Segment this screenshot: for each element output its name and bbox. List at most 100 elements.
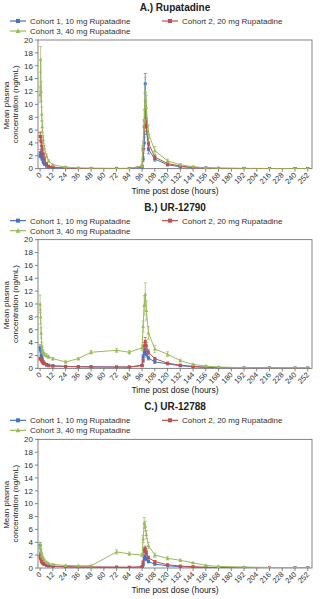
x-tick: [180, 568, 181, 571]
x-tick: [129, 568, 130, 571]
marker-triangle: [191, 362, 195, 365]
error-bar: [153, 357, 156, 360]
marker-square: [51, 365, 54, 368]
marker-triangle: [77, 357, 81, 360]
marker-triangle: [39, 89, 43, 92]
marker-square: [141, 566, 144, 568]
legend-item: Cohort 3, 40 mg Rupatadine: [10, 227, 131, 236]
legend-marker: [168, 219, 172, 223]
marker-triangle: [38, 544, 42, 547]
error-bar: [45, 163, 48, 165]
error-bar: [147, 560, 150, 563]
marker-triangle: [306, 366, 310, 368]
x-tick: [231, 169, 232, 172]
y-tick-label: 6: [29, 326, 34, 335]
marker-square: [153, 156, 156, 159]
error-bar: [145, 301, 148, 320]
y-tick: [35, 490, 38, 491]
x-tick: [142, 368, 143, 371]
marker-triangle: [306, 166, 310, 168]
marker-triangle: [178, 359, 182, 362]
x-tick: [142, 568, 143, 571]
marker-square: [128, 566, 131, 568]
legend-item: Cohort 1, 10 mg Rupatadine: [10, 17, 131, 26]
series: [39, 543, 310, 568]
error-bar: [142, 561, 145, 563]
error-bar: [145, 343, 148, 349]
x-tick: [231, 368, 232, 371]
marker-square: [294, 566, 297, 568]
error-bar: [115, 366, 118, 367]
marker-square: [147, 560, 150, 563]
x-tick-label: 12: [44, 370, 56, 382]
x-tick: [307, 368, 308, 371]
x-tick-label: 84: [120, 171, 132, 183]
x-tick-label: 24: [57, 171, 69, 183]
marker-square: [243, 367, 246, 369]
y-tick-label: 0: [29, 564, 34, 573]
x-tick-label: 36: [70, 570, 82, 582]
marker-square: [217, 167, 220, 169]
marker-square: [306, 367, 309, 369]
plot-frame: [38, 240, 312, 369]
error-bar: [39, 295, 42, 313]
x-tick-label: 12: [44, 171, 56, 183]
marker-triangle: [147, 131, 151, 134]
y-tick-label: 18: [24, 248, 33, 257]
marker-triangle: [89, 564, 93, 567]
x-tick: [307, 169, 308, 172]
x-tick-label: 36: [70, 370, 82, 382]
error-bar: [64, 361, 67, 363]
y-axis-label-line: Mean plasma: [2, 279, 11, 329]
marker-square: [294, 367, 297, 369]
y-axis-label: Mean plasma concentration (ng/mL): [2, 464, 20, 542]
x-tick: [256, 368, 257, 371]
y-tick-label: 12: [24, 287, 33, 296]
y-tick-label: 6: [29, 126, 34, 135]
series-line: [40, 294, 308, 368]
marker-square: [141, 364, 144, 367]
chart-title: A.) Rupatadine: [140, 2, 211, 13]
marker-triangle: [166, 352, 170, 355]
marker-square: [268, 167, 271, 169]
x-tick: [218, 169, 219, 172]
marker-triangle: [147, 544, 151, 547]
error-bar: [77, 366, 80, 368]
legend-label: Cohort 2, 20 mg Rupatadine: [182, 17, 283, 26]
marker-triangle: [145, 533, 149, 536]
marker-square: [115, 366, 118, 369]
x-tick-label: 24: [57, 570, 69, 582]
y-axis-label-line: concentration (ng/mL): [11, 464, 20, 542]
x-tick: [295, 169, 296, 172]
y-tick: [35, 155, 38, 156]
marker-triangle: [64, 563, 68, 566]
panel: A.) Rupatadine Cohort 1, 10 mg Rupatadine…: [2, 2, 312, 196]
marker-triangle: [77, 564, 81, 567]
y-axis-label: Mean plasma concentration (ng/mL): [2, 265, 20, 343]
legend: Cohort 1, 10 mg RupatadineCohort 2, 20 m…: [10, 416, 283, 435]
marker-triangle: [43, 558, 47, 561]
error-bar: [141, 566, 144, 568]
marker-triangle: [40, 112, 44, 115]
y-tick: [35, 316, 38, 317]
marker-square: [40, 145, 43, 148]
error-bar: [166, 362, 169, 364]
y-tick: [35, 329, 38, 330]
marker-triangle: [145, 106, 149, 109]
x-tick-label: 60: [95, 370, 107, 382]
y-tick-label: 10: [24, 100, 33, 109]
marker-square: [166, 563, 169, 566]
marker-square: [115, 566, 118, 568]
error-bar: [142, 359, 145, 362]
marker-square: [128, 366, 131, 369]
y-tick: [35, 439, 38, 440]
chart-title: B.) UR-12790: [144, 202, 206, 213]
error-bar: [51, 166, 54, 168]
marker-square: [115, 167, 118, 169]
y-tick: [35, 117, 38, 118]
x-tick: [218, 568, 219, 571]
marker-square: [144, 340, 147, 343]
error-bar: [40, 328, 43, 338]
x-tick: [116, 568, 117, 571]
marker-triangle: [39, 547, 43, 550]
